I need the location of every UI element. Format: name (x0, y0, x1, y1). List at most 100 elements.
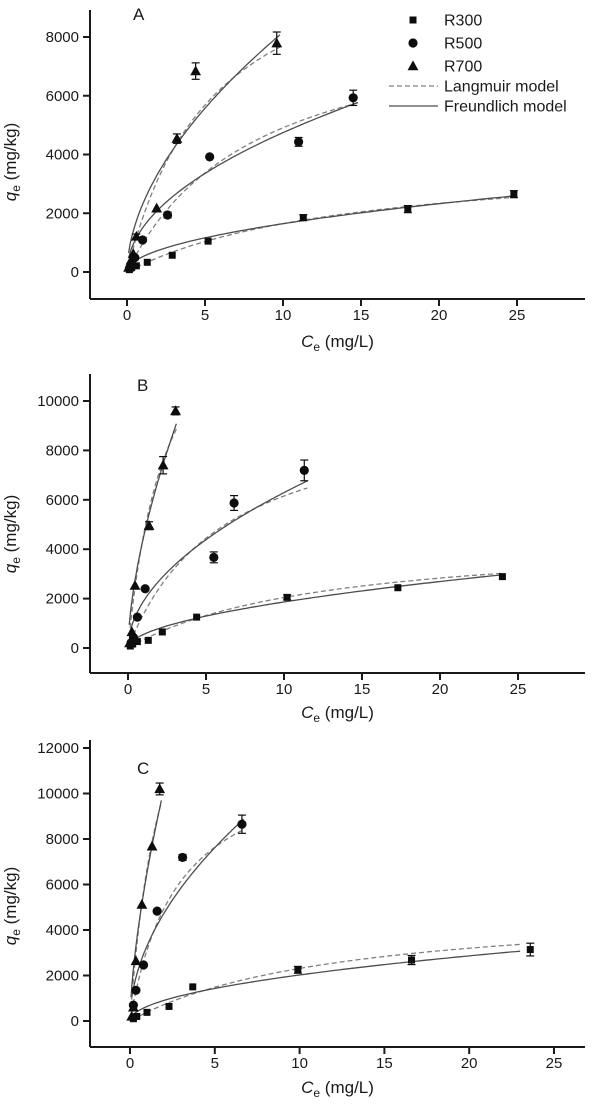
series-points-R500 (128, 814, 247, 1010)
series-curves-R500 (131, 818, 245, 1012)
series-curves-R700 (128, 423, 178, 636)
x-axis-title: Ce (mg/L) (301, 332, 374, 354)
square-marker (143, 258, 151, 266)
x-tick-label: 25 (509, 307, 526, 324)
square-marker (394, 584, 402, 592)
y-tick-label: 6000 (46, 492, 79, 509)
y-axis-title-group: qe (mg/kg) (1, 123, 23, 202)
y-tick-label: 4000 (46, 541, 79, 558)
x-tick-label: 0 (123, 307, 131, 324)
triangle-marker (130, 955, 142, 966)
triangle-marker (127, 248, 139, 258)
series-curves-R700 (127, 34, 281, 266)
axis-unit: (mg/kg) (1, 495, 20, 557)
square-marker (189, 983, 197, 991)
series-curves-R300 (128, 195, 516, 272)
y-tick-label: 6000 (46, 877, 79, 894)
axis-sub: e (9, 185, 23, 192)
triangle-marker (143, 520, 155, 530)
triangle-marker (271, 37, 283, 48)
triangle-marker (154, 783, 166, 794)
y-tick-label: 2000 (46, 591, 79, 608)
x-tick-label: 25 (546, 1055, 563, 1072)
legend-label: R700 (444, 59, 482, 76)
square-marker (408, 956, 416, 964)
axis-sub: e (313, 1086, 320, 1100)
x-tick-label: 20 (461, 1055, 478, 1072)
legend-label: R500 (444, 36, 482, 53)
triangle-marker (157, 459, 169, 470)
series-points-R700 (123, 31, 283, 272)
square-marker (526, 946, 534, 954)
triangle-marker (123, 261, 134, 272)
axes (89, 740, 585, 1048)
triangle-marker (130, 230, 142, 241)
triangle-marker (126, 1010, 138, 1021)
triangle-marker (407, 60, 419, 71)
axis-sub: e (9, 929, 23, 936)
triangle-marker (124, 637, 135, 648)
square-marker (498, 573, 506, 581)
y-tick-label: 10000 (37, 786, 79, 803)
circle-marker (205, 152, 215, 162)
langmuir-curve (128, 102, 359, 270)
freundlich-curve (132, 950, 521, 1016)
y-tick-label: 2000 (46, 205, 79, 222)
triangle-marker (125, 254, 137, 265)
triangle-marker (129, 579, 141, 590)
circle-marker (132, 612, 142, 622)
y-tick-label: 8000 (46, 29, 79, 46)
series-curves-R500 (129, 480, 308, 643)
triangle-marker (190, 65, 202, 76)
y-tick-label: 6000 (46, 88, 79, 105)
y-tick-label: 4000 (46, 147, 79, 164)
axis-var: q (1, 191, 20, 201)
langmuir-curve (127, 46, 281, 266)
y-tick-label: 4000 (46, 922, 79, 939)
series-points-R300 (125, 190, 518, 274)
x-tick-label: 10 (275, 307, 292, 324)
panel-label: B (137, 376, 148, 395)
axis-unit: (mg/L) (320, 703, 374, 722)
x-tick-label: 10 (276, 681, 293, 698)
square-marker (133, 1012, 141, 1020)
x-tick-label: 15 (376, 1055, 393, 1072)
axis-unit: (mg/L) (320, 332, 374, 351)
y-axis-title-group: qe (mg/kg) (1, 495, 23, 574)
triangle-marker (171, 133, 183, 143)
square-marker (133, 638, 141, 646)
square-marker (294, 966, 302, 974)
axis-sub: e (313, 340, 320, 354)
axes (89, 374, 585, 674)
panel-b-chart: 0 5 10 15 20 25 0 2000 4000 6000 8000 10000 B Ce (mg/… (1, 374, 585, 725)
freundlich-curve (128, 423, 178, 625)
square-marker (143, 1008, 151, 1016)
y-axis-title: qe (mg/kg) (1, 123, 23, 202)
x-tick-label: 25 (510, 681, 527, 698)
series-points-R500 (124, 89, 358, 274)
x-tick-label: 20 (432, 681, 449, 698)
x-tick-label: 20 (431, 307, 448, 324)
square-marker (204, 237, 212, 245)
axis-sub: e (9, 557, 23, 564)
square-marker (168, 251, 176, 259)
x-tick-label: 0 (126, 1055, 134, 1072)
series-curves-R700 (130, 800, 163, 1008)
y-tick-label: 0 (71, 264, 79, 281)
triangle-marker (151, 202, 163, 213)
series-points-R500 (126, 459, 309, 648)
circle-marker (177, 852, 188, 863)
langmuir-curve (129, 196, 516, 272)
legend: R300 R500 R700 Langmuir model Freundlich mod… (389, 13, 567, 116)
legend-label: R300 (444, 13, 482, 30)
axis-unit: (mg/L) (320, 1078, 374, 1097)
y-tick-label: 0 (71, 640, 79, 657)
square-marker (193, 613, 201, 621)
circle-marker (131, 985, 141, 995)
y-axis-title-group: qe (mg/kg) (1, 867, 23, 946)
circle-marker (237, 819, 247, 829)
square-marker (409, 16, 417, 24)
square-marker (510, 190, 518, 198)
circle-marker (152, 906, 162, 916)
x-tick-label: 5 (202, 681, 210, 698)
